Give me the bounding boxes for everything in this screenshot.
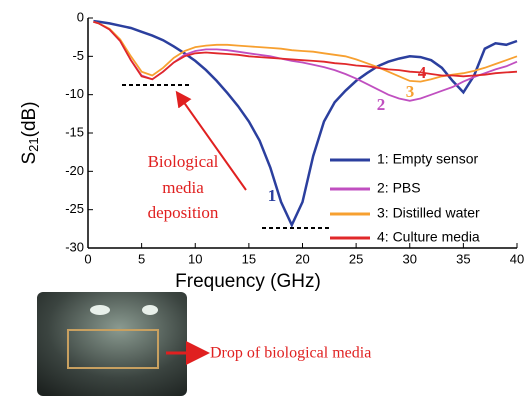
curve-label: 3	[406, 82, 415, 101]
x-tick-label: 30	[403, 251, 417, 266]
curve-label: 4	[418, 63, 427, 82]
y-tick-label: 0	[77, 9, 84, 24]
y-tick-label: -25	[65, 201, 84, 216]
annotation-line: Biological	[148, 152, 219, 171]
photo-caption: Drop of biological media	[210, 345, 371, 362]
x-tick-label: 0	[84, 251, 91, 266]
curve-label: 1	[268, 186, 277, 205]
arrow	[178, 94, 246, 190]
x-tick-label: 5	[138, 251, 145, 266]
series-line	[93, 22, 517, 101]
annotation: Biological media deposition	[148, 152, 219, 222]
legend-label: 1: Empty sensor	[377, 151, 478, 167]
x-axis-label: Frequency (GHz)	[175, 271, 321, 292]
legend-label: 4: Culture media	[377, 229, 480, 245]
y-tick-label: -20	[65, 163, 84, 178]
y-tick-label: -10	[65, 86, 84, 101]
y-axis-label: S21(dB)	[19, 101, 41, 164]
y-tick-label: -15	[65, 124, 84, 139]
chart: 0-5-10-15-20-25-300510152025303540 Frequ…	[0, 0, 528, 396]
curve-label: 2	[377, 95, 386, 114]
x-tick-label: 35	[456, 251, 470, 266]
annotation-line: deposition	[148, 203, 219, 222]
legend-label: 3: Distilled water	[377, 205, 480, 221]
series-line	[93, 22, 517, 82]
x-tick-label: 15	[242, 251, 256, 266]
y-label-sub: 21	[26, 137, 41, 151]
x-tick-label: 25	[349, 251, 363, 266]
photo-highlight	[90, 305, 110, 315]
sensor-photo	[37, 292, 187, 396]
legend-label: 2: PBS	[377, 180, 421, 196]
x-tick-label: 10	[188, 251, 202, 266]
y-tick-label: -5	[72, 48, 84, 63]
x-tick-label: 40	[510, 251, 524, 266]
annotation-line: media	[162, 178, 204, 197]
y-label-unit: (dB)	[19, 101, 40, 137]
y-label-base: S	[19, 152, 40, 165]
y-tick-label: -30	[65, 239, 84, 254]
photo-highlight	[142, 305, 158, 315]
x-tick-label: 20	[295, 251, 309, 266]
